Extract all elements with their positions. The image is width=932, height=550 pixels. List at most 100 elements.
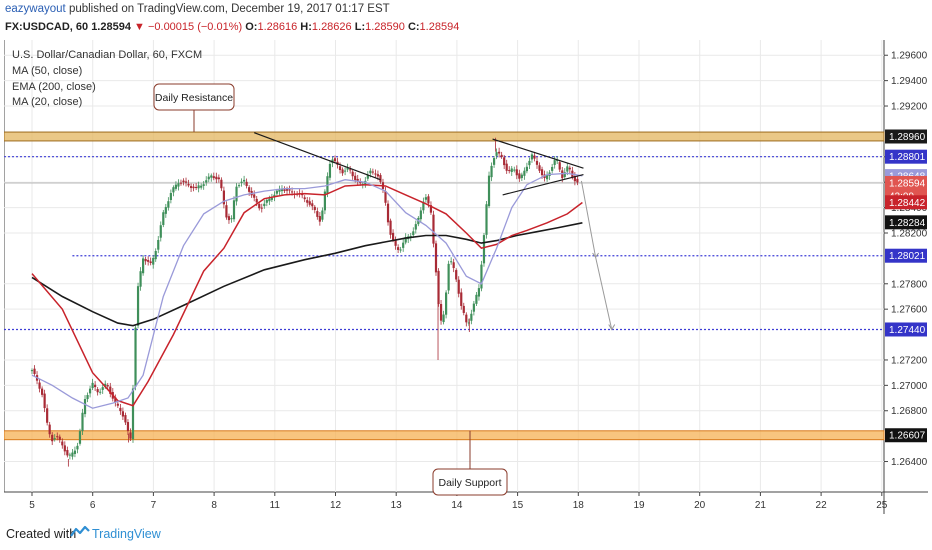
candle-body (503, 157, 506, 166)
time-tick-label: 8 (211, 500, 217, 511)
candle-body (225, 205, 228, 218)
legend-ema200[interactable]: EMA (200, close) (12, 80, 96, 93)
candle-body (41, 388, 44, 395)
candle-body (245, 181, 248, 187)
callout-label: Daily Resistance (155, 92, 233, 104)
candle-body (515, 169, 518, 176)
daily-support-zone[interactable] (4, 430, 885, 441)
price-tick-label: 1.29600 (891, 51, 928, 62)
candle-body (159, 225, 162, 238)
candle-body (308, 201, 311, 205)
candle-body (523, 170, 526, 176)
candle-body (551, 166, 554, 171)
candle-body (498, 151, 501, 154)
candle-body (338, 166, 342, 170)
candle-body (66, 450, 69, 456)
candle-body (243, 179, 246, 182)
candle-body (553, 160, 556, 165)
candle-body (465, 314, 468, 323)
candle-body (260, 207, 263, 209)
tradingview-brand[interactable]: TradingView (92, 527, 161, 541)
candle-body (346, 167, 349, 170)
candle-body (538, 165, 541, 171)
candle-body (53, 438, 56, 440)
time-tick-label: 7 (151, 500, 157, 511)
time-tick-label: 21 (755, 500, 767, 511)
candle-body (450, 261, 453, 263)
time-tick-label: 14 (451, 500, 463, 511)
projection-arrowhead (608, 324, 616, 331)
candle-body (349, 169, 352, 171)
ema200-line[interactable] (31, 222, 583, 327)
candle-body (556, 160, 559, 162)
candle-body (149, 261, 152, 264)
candle-body (162, 212, 165, 225)
price-label-bg (885, 215, 927, 230)
price-label-text: 1.27440 (889, 325, 926, 336)
candle-body (460, 292, 463, 306)
candle-body (470, 313, 473, 321)
candle-body (253, 194, 256, 198)
candle-body (533, 155, 536, 159)
ohlc-line: FX:USDCAD, 60 1.28594 ▼ −0.00015 (−0.01%… (5, 21, 459, 33)
projection-1[interactable] (580, 180, 597, 258)
candle-body (278, 188, 281, 192)
candle-body (174, 184, 178, 189)
tradingview-logo-icon[interactable] (70, 525, 90, 539)
candle-body (33, 368, 36, 374)
candle-body (210, 175, 213, 178)
candle-body (455, 270, 458, 280)
projection-2[interactable] (595, 257, 613, 330)
price-label-bg (885, 129, 927, 144)
candle-body (462, 305, 465, 313)
chart-legend: U.S. Dollar/Canadian Dollar, 60, FXCM MA… (12, 48, 202, 111)
candle-body (139, 271, 142, 287)
candle-body (268, 198, 271, 202)
price-axis-label: 1.28284 (885, 215, 927, 230)
candle-body (369, 170, 372, 174)
triangle-upper[interactable] (492, 138, 584, 169)
candle-body (63, 445, 66, 452)
daily-resistance-callout[interactable]: Daily Resistance (153, 83, 235, 133)
price-axis-label: 1.28442 (885, 195, 927, 210)
candle-body (154, 250, 157, 260)
candle-body (573, 176, 576, 182)
candle-body (189, 186, 193, 189)
candle-body (442, 314, 445, 323)
candle-body (505, 163, 508, 171)
candlestick-series[interactable] (30, 137, 579, 467)
candle-body (508, 170, 511, 172)
candle-body (152, 257, 155, 265)
daily-support-callout[interactable]: Daily Support (432, 430, 508, 496)
candle-body (394, 240, 397, 246)
candle-body (520, 174, 523, 179)
legend-ma50[interactable]: MA (50, close) (12, 64, 83, 77)
ma50-line[interactable] (31, 183, 583, 407)
price-label-bg (885, 195, 927, 210)
candle-body (414, 224, 417, 230)
daily-resistance-zone[interactable] (4, 131, 885, 142)
candle-body (147, 260, 150, 262)
descending-trendline-1[interactable] (253, 132, 381, 181)
legend-ma20[interactable]: MA (20, close) (12, 96, 83, 109)
candle-body (144, 258, 147, 262)
candle-body (184, 181, 188, 183)
candle-body (424, 197, 427, 200)
candle-body (157, 239, 160, 250)
candle-body (495, 152, 498, 156)
triangle-lower[interactable] (502, 174, 584, 196)
candle-body (422, 201, 425, 211)
footer: Created with TradingView (0, 516, 932, 550)
candle-body (164, 207, 167, 214)
published-text: published on TradingView.com, December 1… (68, 3, 390, 15)
candle-body (482, 235, 486, 264)
candle-body (283, 189, 286, 192)
author-name[interactable]: eazywayout (5, 3, 66, 15)
last-price: 1.28594 (91, 21, 131, 33)
candle-body (121, 411, 124, 417)
ma20-line[interactable] (31, 172, 583, 409)
candle-body (301, 194, 304, 196)
price-label-text: 1.26607 (889, 431, 926, 442)
chart-area[interactable]: 1.296001.294001.292001.288001.286001.284… (4, 40, 928, 514)
price-chart[interactable]: 1.296001.294001.292001.288001.286001.284… (4, 40, 928, 514)
